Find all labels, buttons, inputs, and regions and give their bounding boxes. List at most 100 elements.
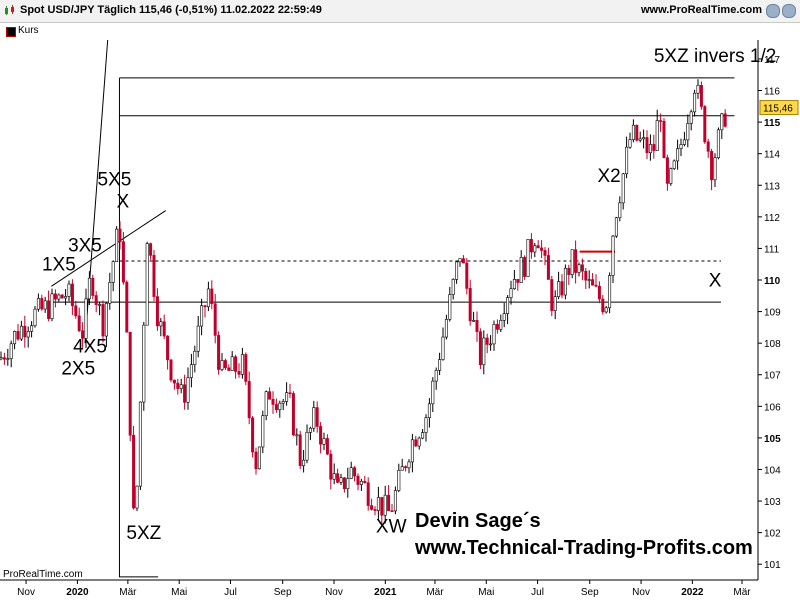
candle-body: [342, 477, 346, 490]
candle-body: [74, 305, 78, 317]
candle-body: [336, 473, 340, 483]
candle-body: [584, 270, 588, 281]
candle-body: [482, 337, 486, 366]
chart-annotation: 4X5: [73, 337, 107, 358]
chart-annotation: XW: [376, 517, 407, 538]
close-icon[interactable]: [782, 4, 796, 18]
candle-body: [370, 505, 374, 510]
candle-body: [23, 325, 27, 338]
candle-body: [101, 304, 105, 337]
candle-body: [217, 335, 221, 370]
candle-body: [366, 482, 370, 506]
candle-body: [16, 331, 20, 340]
candle-body: [162, 321, 166, 337]
candle-body: [257, 446, 261, 470]
candle-body: [237, 371, 241, 375]
candle-body: [512, 279, 516, 290]
candle-body: [523, 257, 527, 277]
candle-body: [665, 157, 669, 184]
candle-body: [278, 402, 282, 411]
candle-body: [400, 466, 404, 471]
candle-body: [176, 382, 180, 389]
trend-line: [51, 210, 167, 287]
candle-body: [264, 391, 268, 417]
candle-body: [451, 279, 455, 295]
candle-body: [434, 370, 438, 382]
candle-body: [376, 497, 380, 511]
candle-body: [247, 381, 251, 419]
candle-body: [693, 92, 697, 113]
candle-body: [410, 439, 414, 463]
y-tick-label: 114: [764, 150, 780, 161]
candle-body: [601, 298, 605, 313]
candle-body: [40, 298, 44, 310]
candle-body: [172, 379, 176, 384]
chart-annotation: 2X5: [61, 359, 95, 380]
candle-body: [77, 315, 81, 331]
y-tick-label: 105: [764, 434, 781, 445]
candle-body: [155, 296, 159, 327]
candle-body: [431, 380, 435, 405]
candle-body: [652, 144, 656, 151]
x-tick-label: Sep: [581, 587, 599, 598]
candle-body: [621, 173, 625, 204]
candle-body: [36, 298, 40, 310]
candle-body: [234, 356, 238, 372]
candle-body: [244, 354, 248, 382]
candle-body: [179, 384, 183, 389]
candle-body: [64, 296, 68, 299]
candle-body: [349, 467, 353, 479]
candle-body: [580, 264, 584, 272]
x-tick-label: 2021: [374, 587, 397, 598]
chart-annotation: X: [709, 270, 722, 291]
candle-body: [465, 262, 469, 289]
price-tag: [759, 100, 799, 116]
candle-body: [132, 434, 136, 509]
candle-body: [635, 124, 639, 141]
candle-body: [550, 279, 554, 311]
candle-body: [509, 288, 513, 298]
candle-body: [26, 331, 30, 338]
candle-body: [13, 331, 17, 345]
candle-body: [206, 288, 210, 308]
candle-body: [2, 357, 6, 360]
candle-body: [87, 277, 91, 300]
candle-body: [67, 283, 71, 297]
candle-body: [536, 245, 540, 249]
candle-body: [703, 106, 707, 143]
candle-body: [682, 139, 686, 145]
series-label: Kurs: [18, 25, 39, 36]
minimize-icon[interactable]: [766, 4, 780, 18]
candle-body: [359, 480, 363, 485]
candle-body: [713, 157, 717, 181]
candle-body: [526, 239, 530, 277]
candle-body: [50, 293, 54, 319]
x-tick-label: Mär: [733, 587, 751, 598]
candle-body: [383, 494, 387, 516]
y-tick-label: 112: [764, 213, 780, 224]
candle-body: [47, 300, 51, 319]
candle-body: [142, 324, 146, 403]
candle-body: [628, 139, 632, 148]
candle-body: [631, 124, 635, 140]
chart-annotation: X: [116, 191, 129, 212]
candle-body: [60, 294, 64, 299]
candle-body: [43, 300, 47, 310]
candle-body: [271, 398, 275, 405]
y-tick-label: 106: [764, 402, 781, 413]
y-tick-label: 111: [764, 244, 780, 255]
candle-body: [495, 324, 499, 330]
candle-body: [424, 417, 428, 433]
candle-body: [574, 249, 578, 273]
site-url[interactable]: www.ProRealTime.com: [640, 4, 762, 16]
candle-body: [387, 494, 391, 512]
y-tick-label: 107: [764, 371, 781, 382]
candle-body: [305, 432, 309, 461]
candle-body: [91, 277, 95, 296]
candle-body: [166, 335, 170, 361]
x-tick-label: Jul: [224, 587, 237, 598]
candles-layer: [0, 79, 727, 525]
candle-body: [308, 427, 312, 433]
y-tick-label: 115: [764, 118, 781, 129]
